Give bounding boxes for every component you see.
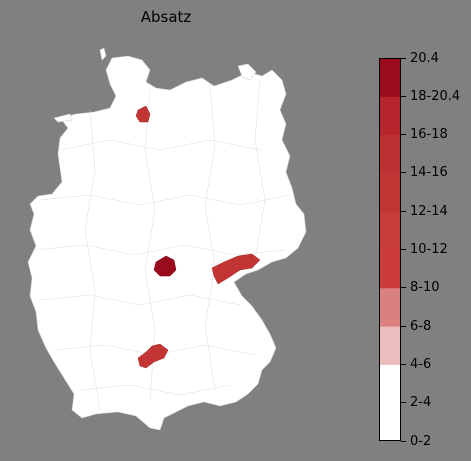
colorbar-tick-label: 10-12 bbox=[410, 242, 448, 257]
colorbar-tick-mark bbox=[401, 134, 406, 136]
colorbar-tick-label: 2-4 bbox=[410, 395, 432, 411]
colorbar-tick-label: 0-2 bbox=[410, 433, 432, 449]
colorbar-band bbox=[379, 364, 401, 404]
region-hamburg[interactable] bbox=[135, 105, 151, 123]
colorbar-tick-label: 18-20.4 bbox=[410, 88, 461, 104]
colorbar-tick-label: 12-14 bbox=[410, 203, 448, 219]
colorbar-band bbox=[379, 134, 401, 174]
colorbar-tick-label: 4-6 bbox=[410, 356, 432, 372]
colorbar bbox=[379, 58, 401, 441]
colorbar-tick-label: 20.4 bbox=[410, 50, 439, 66]
map-title: Absatz bbox=[140, 8, 192, 26]
colorbar-band bbox=[379, 249, 401, 289]
colorbar-frame bbox=[379, 58, 401, 441]
colorbar-band bbox=[379, 172, 401, 212]
colorbar-tick-label: 16-18 bbox=[410, 127, 448, 143]
region-saxony[interactable] bbox=[211, 253, 261, 285]
colorbar-tick-mark bbox=[401, 210, 406, 212]
colorbar-band bbox=[379, 58, 401, 97]
colorbar-tick-label: 8-10 bbox=[410, 280, 440, 296]
colorbar-tick-label: 6-8 bbox=[410, 318, 432, 334]
colorbar-tick-mark bbox=[401, 57, 406, 59]
colorbar-band bbox=[379, 287, 401, 327]
colorbar-tick-label: 14-16 bbox=[410, 165, 448, 181]
colorbar-tick-mark bbox=[401, 363, 406, 365]
colorbar-tick-mark bbox=[401, 172, 406, 174]
germany-outline bbox=[53, 113, 73, 123]
colorbar-tick-mark bbox=[401, 325, 406, 327]
colorbar-band bbox=[379, 326, 401, 365]
colorbar-tick-mark bbox=[401, 402, 406, 404]
colorbar-band bbox=[379, 96, 401, 136]
colorbar-tick-mark bbox=[401, 440, 406, 442]
colorbar-band bbox=[379, 402, 401, 441]
region-baden-wuerttemberg[interactable] bbox=[137, 343, 169, 369]
colorbar-band bbox=[379, 211, 401, 250]
colorbar-tick-mark bbox=[401, 95, 406, 97]
region-thuringia[interactable] bbox=[153, 255, 177, 277]
colorbar-tick-mark bbox=[401, 287, 406, 289]
colorbar-tick-mark bbox=[401, 249, 406, 250]
germany-outline bbox=[27, 55, 307, 431]
germany-outline bbox=[237, 63, 257, 81]
germany-outline bbox=[99, 47, 107, 61]
